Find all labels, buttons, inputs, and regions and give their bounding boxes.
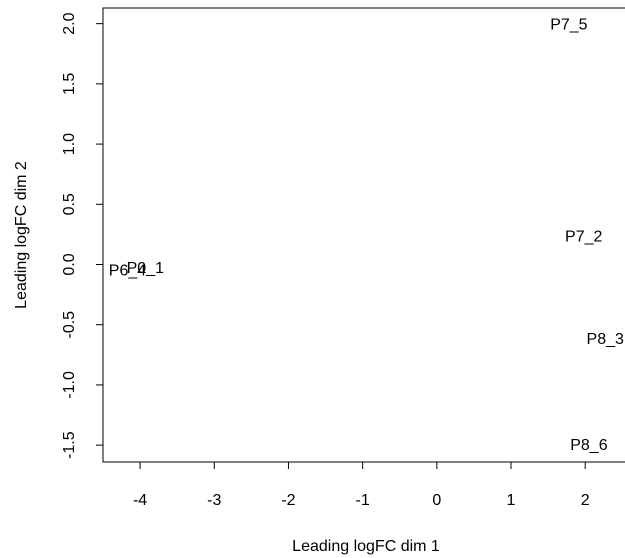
x-tick-label: -3	[207, 492, 221, 509]
x-tick-label: -2	[281, 492, 295, 509]
point-label: P7_2	[565, 229, 602, 246]
y-tick-label: -0.5	[61, 311, 78, 339]
y-axis-title: Leading logFC dim 2	[13, 161, 30, 309]
x-tick-label: -1	[356, 492, 370, 509]
plot-box	[102, 7, 625, 463]
x-axis-title: Leading logFC dim 1	[292, 538, 440, 555]
point-label: P8_6	[570, 437, 607, 454]
y-tick-label: -1.0	[61, 371, 78, 399]
y-tick-label: 0.0	[61, 253, 78, 275]
y-tick-label: 0.5	[61, 193, 78, 215]
y-tick-label: 2.0	[61, 12, 78, 34]
y-tick-label: 1.0	[61, 133, 78, 155]
x-tick-label: 0	[432, 492, 441, 509]
y-tick-label: -1.5	[61, 431, 78, 459]
x-tick-label: 2	[581, 492, 590, 509]
x-tick-label: 1	[507, 492, 516, 509]
point-label: P8_3	[587, 331, 624, 348]
x-tick-label: -4	[133, 492, 147, 509]
point-label: P6_4	[109, 262, 146, 279]
point-label: P7_5	[550, 17, 587, 34]
y-tick-label: 1.5	[61, 73, 78, 95]
point-label: P0_1	[127, 260, 164, 277]
